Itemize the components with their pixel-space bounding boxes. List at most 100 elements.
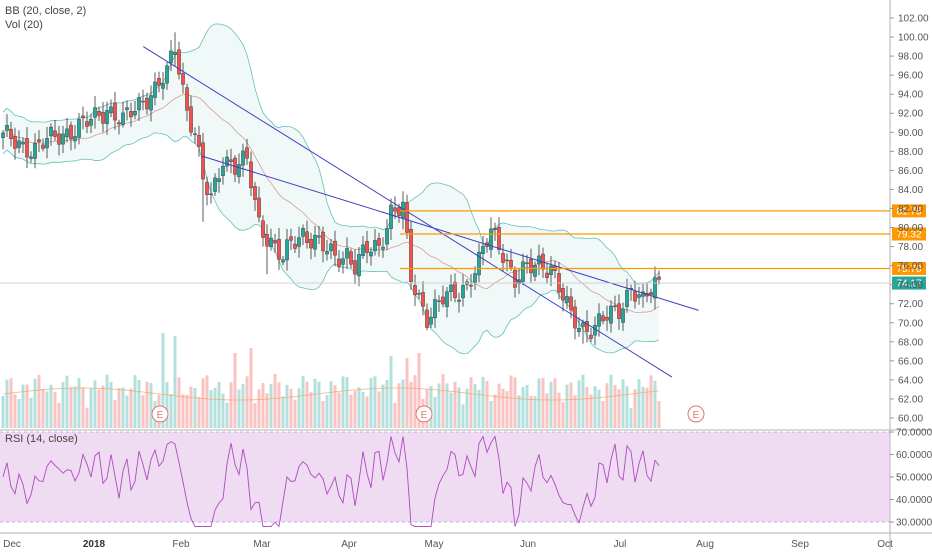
candle[interactable] <box>161 72 165 100</box>
candle[interactable] <box>289 228 293 250</box>
candle[interactable] <box>313 225 317 257</box>
candle[interactable] <box>565 285 569 309</box>
candle[interactable] <box>97 106 101 121</box>
candle[interactable] <box>657 270 661 285</box>
candle[interactable] <box>345 237 349 270</box>
candle[interactable] <box>217 168 221 193</box>
candle[interactable] <box>41 138 45 152</box>
candle[interactable] <box>489 217 493 258</box>
candle[interactable] <box>141 89 145 111</box>
candle[interactable] <box>113 91 117 130</box>
candle[interactable] <box>225 149 229 172</box>
candle[interactable] <box>25 126 29 169</box>
candle[interactable] <box>425 303 429 331</box>
candle[interactable] <box>437 295 441 312</box>
candle[interactable] <box>349 248 353 269</box>
candle[interactable] <box>181 62 185 94</box>
candle[interactable] <box>269 228 273 251</box>
candle[interactable] <box>21 137 25 154</box>
candle[interactable] <box>357 247 361 287</box>
candle[interactable] <box>493 222 497 241</box>
candle[interactable] <box>545 263 549 284</box>
candle[interactable] <box>621 302 625 331</box>
candle[interactable] <box>49 123 53 146</box>
candle[interactable] <box>273 233 277 254</box>
candle[interactable] <box>253 181 257 211</box>
trendline[interactable] <box>201 155 699 311</box>
candle[interactable] <box>413 274 417 307</box>
candle[interactable] <box>165 61 169 90</box>
candle[interactable] <box>533 261 537 282</box>
candle[interactable] <box>585 310 589 343</box>
candle[interactable] <box>341 251 345 274</box>
candle[interactable] <box>605 305 609 331</box>
candle[interactable] <box>193 127 197 144</box>
candle[interactable] <box>17 130 21 154</box>
candle[interactable] <box>373 228 377 256</box>
candle[interactable] <box>581 319 585 344</box>
candle[interactable] <box>265 224 269 275</box>
candle[interactable] <box>153 72 157 106</box>
candle[interactable] <box>9 121 13 147</box>
candle[interactable] <box>145 92 149 115</box>
candle[interactable] <box>257 186 261 223</box>
candle[interactable] <box>609 300 613 333</box>
candle[interactable] <box>229 148 233 174</box>
candle[interactable] <box>109 99 113 118</box>
candle[interactable] <box>33 133 37 169</box>
candle[interactable] <box>169 40 173 72</box>
candle[interactable] <box>237 153 241 184</box>
candle[interactable] <box>329 239 333 260</box>
candle[interactable] <box>301 224 305 246</box>
candle[interactable] <box>293 236 297 253</box>
candle[interactable] <box>185 83 189 122</box>
candle[interactable] <box>445 286 449 318</box>
candle[interactable] <box>453 273 457 303</box>
candle[interactable] <box>637 286 641 305</box>
candle[interactable] <box>285 228 289 271</box>
candle[interactable] <box>529 248 533 283</box>
candle[interactable] <box>433 289 437 328</box>
candle[interactable] <box>137 92 141 122</box>
earnings-marker[interactable]: E <box>687 405 705 423</box>
trendline[interactable] <box>143 46 673 378</box>
candle[interactable] <box>209 182 213 204</box>
candle[interactable] <box>277 227 281 270</box>
candle[interactable] <box>429 307 433 329</box>
candle[interactable] <box>561 283 565 312</box>
earnings-marker[interactable]: E <box>415 405 433 423</box>
candle[interactable] <box>577 317 581 337</box>
candle[interactable] <box>441 285 445 308</box>
candle[interactable] <box>569 288 573 319</box>
candle[interactable] <box>101 101 105 133</box>
candle[interactable] <box>353 249 357 285</box>
candle[interactable] <box>297 226 301 258</box>
candle[interactable] <box>281 255 285 266</box>
candle[interactable] <box>61 125 65 154</box>
candle[interactable] <box>129 102 133 127</box>
candle[interactable] <box>389 198 393 241</box>
candle[interactable] <box>157 71 161 93</box>
candle[interactable] <box>65 118 69 143</box>
candle[interactable] <box>421 281 425 316</box>
candle[interactable] <box>321 226 325 263</box>
candle[interactable] <box>405 194 409 239</box>
candle[interactable] <box>385 219 389 250</box>
candle[interactable] <box>417 289 421 300</box>
candle[interactable] <box>81 106 85 130</box>
candle[interactable] <box>653 266 657 310</box>
candle[interactable] <box>625 278 629 313</box>
candle[interactable] <box>601 311 605 325</box>
candle[interactable] <box>525 254 529 274</box>
candle[interactable] <box>57 125 61 156</box>
candle[interactable] <box>449 274 453 302</box>
candle[interactable] <box>213 173 217 197</box>
candle[interactable] <box>333 230 337 267</box>
candle[interactable] <box>117 119 121 135</box>
candle[interactable] <box>337 250 341 273</box>
candle[interactable] <box>77 112 81 145</box>
candle[interactable] <box>125 100 129 121</box>
candle[interactable] <box>617 294 621 330</box>
